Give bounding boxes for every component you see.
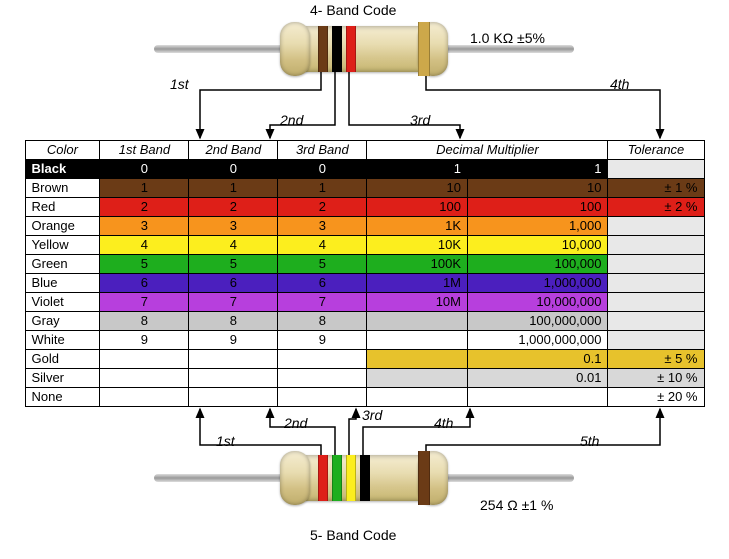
tolerance-band: [418, 451, 430, 505]
four-band-section: 4- Band Code 1.0 KΩ ±5% 1st 2nd 3rd 4th: [0, 0, 729, 140]
table-row: White9991,000,000,000: [25, 331, 704, 350]
table-row: Violet77710M10,000,000: [25, 293, 704, 312]
hdr-color: Color: [25, 141, 100, 160]
ord-4th-bot: 4th: [434, 415, 453, 431]
bulge-left: [280, 451, 310, 505]
hdr-tol: Tolerance: [608, 141, 704, 160]
five-band-title: 5- Band Code: [310, 527, 396, 543]
five-band-section: 1st 2nd 3rd 4th 5th 254 Ω ±1 % 5- Band C…: [0, 407, 729, 547]
digit-bands: [316, 455, 372, 501]
five-band-resistor: [284, 455, 444, 501]
wire-right: [444, 474, 574, 482]
table-row: Red222100100± 2 %: [25, 198, 704, 217]
tolerance-band: [418, 22, 430, 76]
five-band-value: 254 Ω ±1 %: [480, 497, 553, 513]
table-row: Brown1111010± 1 %: [25, 179, 704, 198]
color-code-table: Color 1st Band 2nd Band 3rd Band Decimal…: [25, 140, 705, 407]
table-row: Blue6661M1,000,000: [25, 274, 704, 293]
table-row: Silver0.01± 10 %: [25, 369, 704, 388]
hdr-b3: 3rd Band: [278, 141, 367, 160]
ord-3rd-bot: 3rd: [362, 407, 382, 423]
color-band: [360, 455, 370, 501]
top-arrows: [0, 0, 729, 140]
ord-5th-bot: 5th: [580, 433, 599, 449]
hdr-mult: Decimal Multiplier: [367, 141, 608, 160]
table-header-row: Color 1st Band 2nd Band 3rd Band Decimal…: [25, 141, 704, 160]
hdr-b1: 1st Band: [100, 141, 189, 160]
table-row: Gold0.1± 5 %: [25, 350, 704, 369]
color-band: [318, 455, 328, 501]
resistor-body: [284, 455, 444, 501]
hdr-b2: 2nd Band: [189, 141, 278, 160]
ord-1st-bot: 1st: [216, 433, 235, 449]
table-row: Black00011: [25, 160, 704, 179]
ord-2nd-bot: 2nd: [284, 415, 307, 431]
table-row: Green555100K100,000: [25, 255, 704, 274]
color-band: [332, 455, 342, 501]
wire-left: [154, 474, 284, 482]
table-row: None± 20 %: [25, 388, 704, 407]
table-row: Orange3331K1,000: [25, 217, 704, 236]
table-body: Black00011Brown1111010± 1 %Red222100100±…: [25, 160, 704, 407]
table-row: Yellow44410K10,000: [25, 236, 704, 255]
table-row: Gray888100,000,000: [25, 312, 704, 331]
color-band: [346, 455, 356, 501]
